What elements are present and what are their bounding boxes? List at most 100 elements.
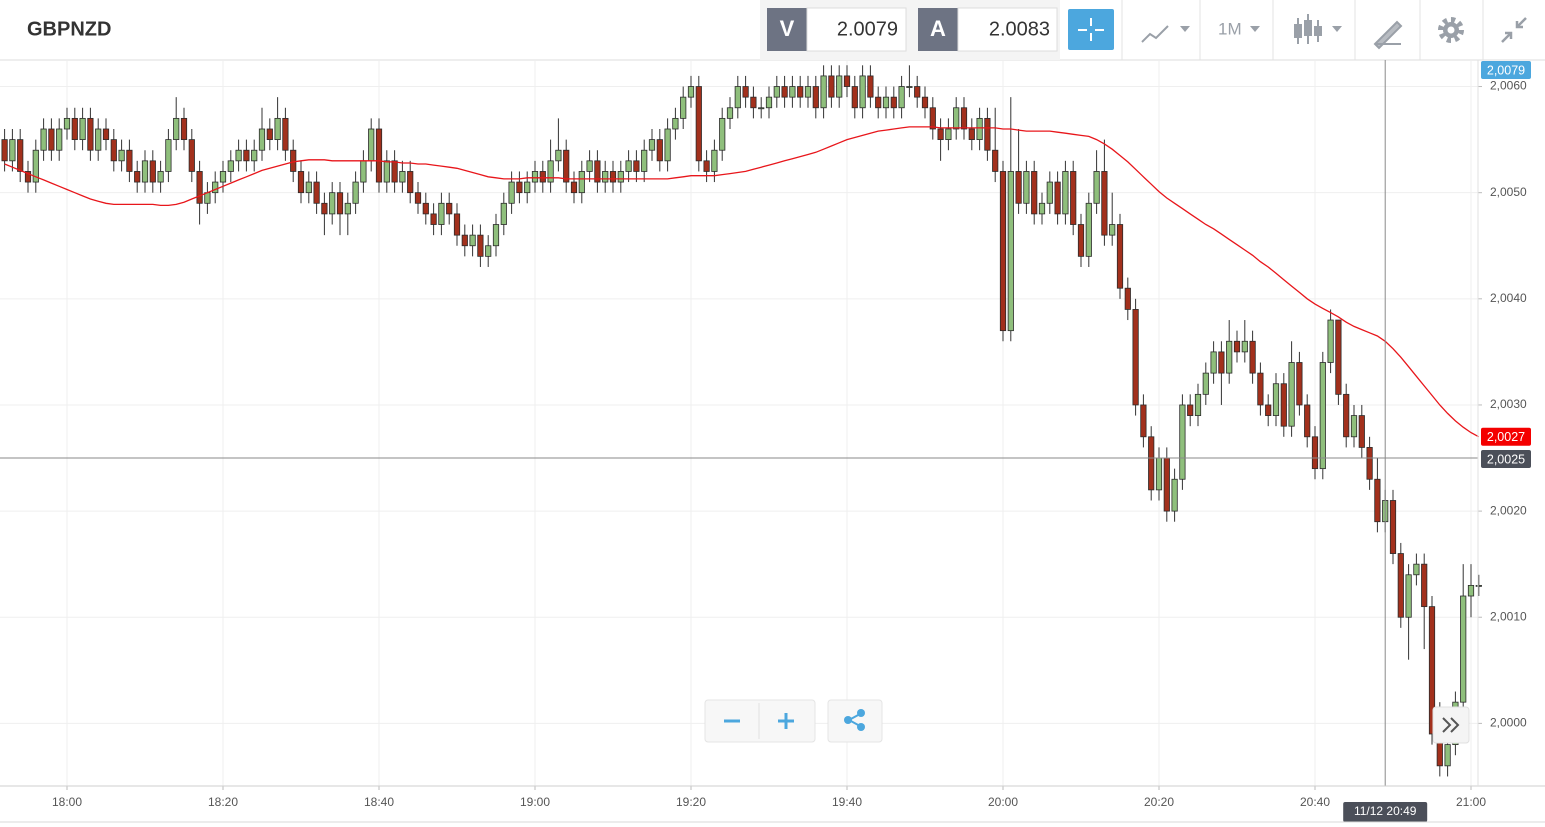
candle-body (547, 160, 554, 183)
y-tick-label: 2,0000 (1490, 716, 1527, 730)
candle-body (1343, 393, 1350, 438)
candle-body (570, 181, 578, 194)
zoom-in[interactable] (778, 713, 794, 729)
candle-body (63, 117, 71, 130)
candle-body (758, 107, 765, 110)
candle-body (438, 202, 445, 225)
y-tick-label: 2,0060 (1490, 79, 1527, 93)
candle-body (1296, 362, 1303, 406)
candle-body (1319, 362, 1326, 470)
candle-body (953, 107, 960, 130)
candle-body (1233, 340, 1241, 353)
candle-body (1007, 171, 1014, 332)
candle-body (937, 128, 944, 141)
candle-body (578, 171, 585, 194)
candle-body (1015, 171, 1022, 204)
buy-field (957, 7, 1058, 52)
chart-type-button[interactable] (1141, 25, 1190, 43)
x-tick-label: 21:00 (1456, 795, 1486, 809)
candle-body (219, 171, 227, 183)
crosshair-icon (1078, 18, 1104, 41)
candle-body (804, 86, 812, 98)
candle-body (765, 96, 773, 109)
candle-body (812, 86, 819, 109)
candle-body (711, 149, 718, 172)
candle-body (1031, 171, 1038, 215)
candle-body (851, 86, 858, 109)
scroll-latest-button[interactable] (1432, 706, 1470, 744)
plot (1, 65, 1482, 777)
candle-style-button[interactable] (1294, 14, 1342, 44)
candle-body (672, 117, 679, 130)
candle-body (1218, 351, 1225, 374)
overlay: 2,0079 2,0027 2,0025 11/12 20:49 (0, 60, 1531, 822)
candle-body (1460, 595, 1467, 703)
share-panel (827, 699, 883, 743)
candle-body (1155, 457, 1163, 491)
candle-body (414, 192, 422, 204)
candle-body (212, 181, 219, 194)
moving-average-line (4, 126, 1480, 438)
candle-body (352, 181, 359, 204)
candle-body (1421, 563, 1428, 608)
y-tick-label: 2,0020 (1490, 503, 1527, 517)
caret (1250, 26, 1260, 32)
candle-body (773, 86, 780, 98)
candle-body (134, 171, 141, 183)
candle-body (1109, 224, 1116, 236)
buy-tag (918, 8, 958, 51)
candle-body (173, 117, 180, 141)
candle-body (375, 128, 383, 183)
candle-body (781, 86, 788, 98)
crosshair-button[interactable] (1068, 9, 1114, 50)
candle-body (680, 96, 687, 119)
candle-body (157, 171, 164, 183)
candle-body (313, 181, 320, 204)
buy-box[interactable]: A 2.0083 (918, 7, 1058, 52)
candle-body (1070, 171, 1077, 225)
candle-body (1077, 224, 1085, 257)
candle-body (422, 202, 429, 215)
candle-body (266, 128, 273, 141)
sell-price: 2.0079 (837, 18, 898, 40)
candle-body (305, 181, 312, 194)
collapse-button[interactable] (1501, 17, 1527, 43)
candle-body (56, 128, 63, 151)
draw-button[interactable] (1373, 20, 1403, 50)
button-bg (1068, 9, 1114, 50)
candle-body (984, 117, 991, 151)
candle-body (32, 149, 39, 183)
share-button[interactable] (844, 709, 865, 731)
candle-body (251, 149, 258, 162)
buy-label: A (930, 16, 946, 41)
candle-body (1202, 372, 1209, 395)
x-tick-label: 20:20 (1144, 795, 1174, 809)
candle-body (1335, 319, 1342, 395)
caret (1332, 26, 1342, 32)
candle-body (399, 171, 406, 183)
candle-body (875, 96, 882, 109)
candle-body (9, 139, 16, 162)
candle-body (898, 86, 905, 109)
candle-body (516, 181, 523, 194)
candle-body (641, 149, 648, 172)
timeframe-button[interactable]: 1M (1218, 19, 1260, 38)
candle-body (797, 86, 804, 98)
candle-body (789, 86, 796, 98)
x-tick-label: 20:40 (1300, 795, 1330, 809)
candle-body (485, 245, 492, 257)
candle-body (141, 160, 149, 183)
x-tick-label: 19:40 (832, 795, 862, 809)
candle-body (24, 171, 32, 183)
candle-body (321, 202, 328, 215)
candle-body (594, 160, 601, 183)
candle-body (921, 96, 929, 109)
y-tick-label: 2,0050 (1490, 185, 1527, 199)
candle-body (102, 128, 110, 141)
candle-body (960, 107, 968, 130)
candle-body (890, 96, 897, 109)
candle-body (648, 139, 656, 151)
settings-button[interactable] (1438, 17, 1464, 43)
candle-body (859, 75, 866, 109)
